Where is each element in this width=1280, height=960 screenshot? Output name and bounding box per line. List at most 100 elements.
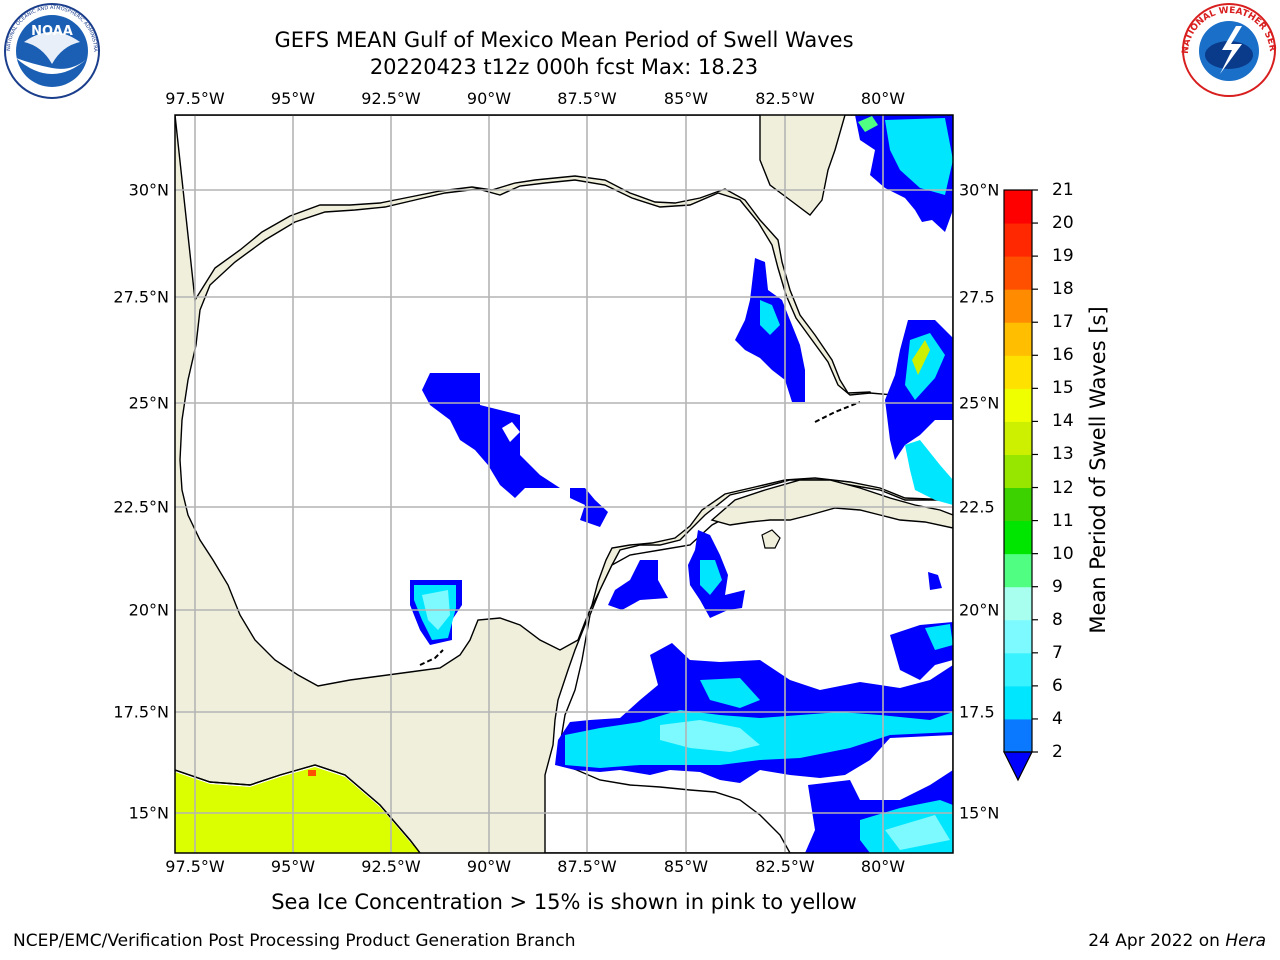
lat-tick-left: 20°N: [128, 600, 169, 620]
swell-patch-cyan-cayman: [700, 560, 722, 595]
florida-keys: [814, 401, 861, 423]
colorbar-tick-label: 6: [1052, 675, 1063, 696]
lon-tick-top: 87.5°W: [557, 89, 617, 108]
orange-spot: [308, 770, 316, 776]
lon-tick-bottom: 92.5°W: [361, 857, 421, 876]
colorbar-segment: [1004, 388, 1032, 422]
lat-tick-left: 15°N: [128, 803, 169, 823]
colorbar-tick-label: 21: [1052, 180, 1074, 200]
lat-tick-right: 30°N: [959, 180, 1000, 200]
lon-tick-top: 80°W: [860, 89, 906, 108]
map-frame: [174, 114, 954, 854]
noaa-logo-icon: NATIONAL OCEANIC AND ATMOSPHERIC ADMINIS…: [2, 2, 102, 100]
lon-tick-top: 92.5°W: [361, 89, 421, 108]
colorbar-tick-label: 4: [1052, 708, 1063, 729]
colorbar-tick-label: 10: [1052, 543, 1074, 564]
colorbar-extend-arrow: [1003, 751, 1033, 782]
footer-machine: Hera: [1225, 931, 1266, 951]
colorbar-tick-label: 17: [1052, 312, 1074, 333]
swell-blob-central-gulf: [422, 373, 560, 498]
colorbar-tick-label: 2: [1052, 742, 1063, 762]
colorbar-tick-label: 8: [1052, 609, 1063, 630]
lon-tick-top: 90°W: [466, 89, 512, 108]
colorbar-segment: [1004, 289, 1032, 323]
lon-tick-bottom: 82.5°W: [755, 857, 815, 876]
nws-logo-icon: NATIONAL WEATHER SERVICE: [1178, 0, 1280, 100]
colorbar-tick-label: 20: [1052, 213, 1074, 234]
colorbar-segment: [1004, 421, 1032, 455]
lat-tick-right: 17.5: [959, 702, 995, 722]
lon-tick-bottom: 90°W: [466, 857, 512, 876]
swell-patch-green: [858, 116, 878, 132]
lon-tick-bottom: 85°W: [663, 857, 709, 876]
swell-patch-cyan-hisp: [925, 624, 953, 650]
footer-credit: NCEP/EMC/Verification Post Processing Pr…: [13, 931, 576, 951]
lon-tick-bottom: 80°W: [860, 857, 906, 876]
colorbar-tick-label: 19: [1052, 246, 1074, 267]
colorbar-segment: [1004, 322, 1032, 356]
colorbar-segment: [1004, 454, 1032, 489]
lat-tick-left: 17.5°N: [113, 702, 169, 722]
lat-tick-right: 20°N: [959, 600, 1000, 620]
colorbar-segment: [1004, 355, 1032, 389]
lat-tick-right: 15°N: [959, 803, 1000, 823]
colorbar-tick-label: 15: [1052, 378, 1074, 399]
map-grid: [175, 115, 953, 853]
lon-tick-bottom: 87.5°W: [557, 857, 617, 876]
swell-patch-cyan-atl: [885, 118, 953, 195]
lat-tick-left: 30°N: [128, 180, 169, 200]
colorbar-segment: [1004, 718, 1032, 753]
footer-date: 24 Apr 2022 on Hera: [1088, 931, 1266, 951]
colorbar-segment: [1004, 487, 1032, 522]
swell-patch-cyan-carib2: [700, 678, 760, 708]
colorbar-segment: [1004, 553, 1032, 588]
isle-of-youth: [761, 529, 781, 549]
colorbar-segment: [1004, 190, 1032, 224]
colorbar-frame: [1003, 189, 1033, 753]
colorbar-label: Mean Period of Swell Waves [s]: [1086, 306, 1110, 634]
swell-patch-pale-south: [885, 815, 950, 850]
colorbar-tick-label: 11: [1052, 510, 1074, 531]
lon-tick-top: 97.5°W: [165, 89, 225, 108]
colorbar-tick-label: 18: [1052, 279, 1074, 300]
lat-tick-right: 27.5: [959, 287, 995, 307]
map-title: GEFS MEAN Gulf of Mexico Mean Period of …: [274, 28, 854, 52]
colorbar-tick-label: 9: [1052, 576, 1063, 597]
swell-hole: [502, 422, 520, 442]
map-subtitle: 20220423 t12z 000h fcst Max: 18.23: [369, 55, 759, 79]
lon-tick-bottom: 97.5°W: [165, 857, 225, 876]
campeche-islands: [419, 649, 444, 666]
yellow-swell-region: [175, 767, 420, 853]
swell-patch-cyan-fl: [760, 300, 780, 335]
lon-tick-bottom: 95°W: [270, 857, 316, 876]
colorbar-tick-label: 14: [1052, 411, 1074, 432]
swell-dot-east: [928, 572, 942, 590]
colorbar-tick-label: 7: [1052, 642, 1063, 663]
lon-tick-top: 82.5°W: [755, 89, 815, 108]
colorbar-segment: [1004, 619, 1032, 654]
colorbar-segment: [1004, 685, 1032, 720]
pacific-coastline: [175, 764, 421, 853]
lon-tick-top: 95°W: [270, 89, 316, 108]
lat-tick-left: 27.5°N: [113, 287, 169, 307]
colorbar-tick-label: 12: [1052, 477, 1074, 498]
noaa-logo-text: NOAA: [31, 24, 73, 39]
swell-patch-cyan-carib: [565, 710, 953, 768]
cuba-island: [710, 479, 953, 529]
lat-tick-left: 25°N: [128, 393, 169, 413]
lon-tick-top: 85°W: [663, 89, 709, 108]
lat-tick-right: 25°N: [959, 393, 1000, 413]
swell-patch-pale-carib: [660, 720, 760, 752]
swell-blob-yucatan-channel: [608, 560, 668, 610]
lat-tick-left: 22.5°N: [113, 497, 169, 517]
swell-patch-yellow: [912, 340, 930, 375]
colorbar: [1003, 189, 1038, 782]
footer-date-text: 24 Apr 2022 on: [1088, 931, 1220, 951]
colorbar-segment: [1004, 256, 1032, 290]
swell-blob-bahamas-south: [905, 440, 953, 505]
colorbar-segment: [1004, 652, 1032, 687]
swell-patch-cyan-bah: [905, 333, 945, 400]
lat-tick-right: 22.5: [959, 497, 995, 517]
colorbar-tick-label: 16: [1052, 345, 1074, 366]
